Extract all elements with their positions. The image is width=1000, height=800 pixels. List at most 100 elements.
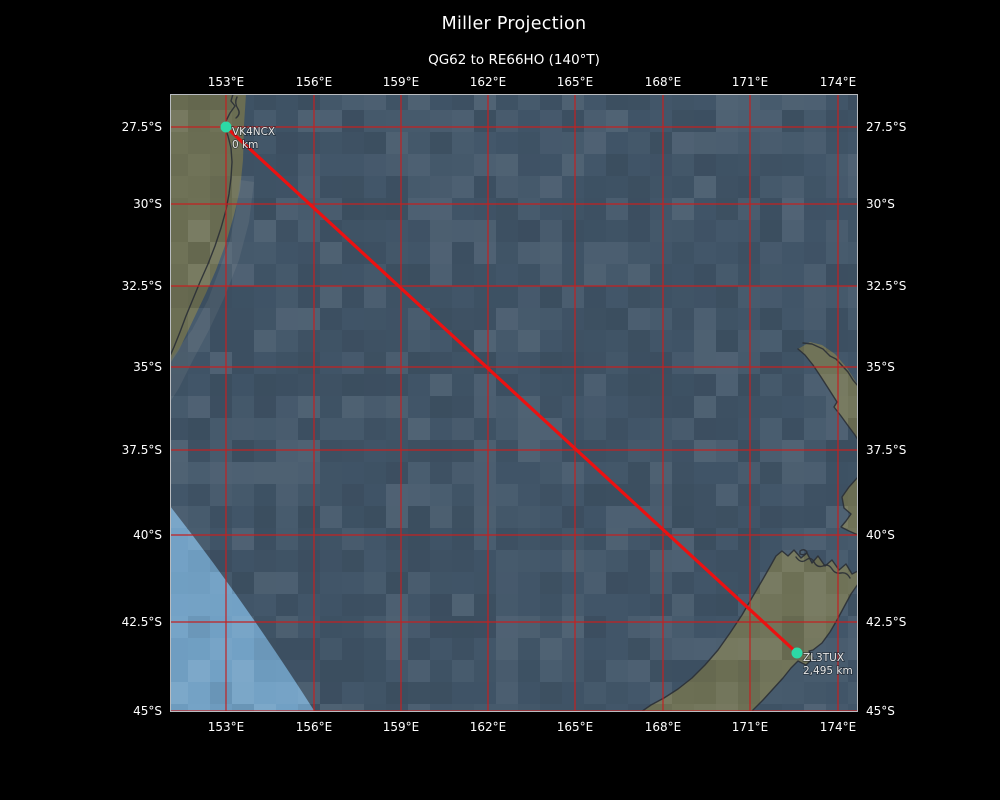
raster-block [430,638,452,660]
raster-block [342,352,364,374]
raster-block [826,528,848,550]
lat-tick-label-right: 40°S [866,528,895,542]
raster-block [386,176,408,198]
raster-block [716,484,738,506]
raster-block [474,440,496,462]
raster-block [694,110,716,132]
raster-block [276,638,298,660]
raster-block [628,440,650,462]
raster-block [408,198,430,220]
raster-block [606,220,628,242]
raster-block [804,110,826,132]
raster-block [584,286,606,308]
raster-block [430,506,452,528]
nz-northland-east-coastline [802,342,858,387]
raster-block [386,440,408,462]
raster-block [804,704,826,712]
raster-block [364,660,386,682]
raster-block [804,418,826,440]
raster-block [738,352,760,374]
raster-block [320,220,342,242]
raster-block [540,374,562,396]
raster-block [188,198,210,220]
raster-block [386,374,408,396]
raster-block [694,154,716,176]
raster-block [298,704,320,712]
raster-block [496,264,518,286]
raster-block [826,176,848,198]
raster-block [386,418,408,440]
raster-block [848,242,870,264]
raster-block [606,242,628,264]
raster-block [672,286,694,308]
raster-block [540,94,562,110]
raster-block [276,616,298,638]
raster-block [364,462,386,484]
raster-block [166,550,188,572]
raster-block [408,506,430,528]
raster-block [364,132,386,154]
raster-block [584,572,606,594]
raster-block [716,594,738,616]
raster-block [430,594,452,616]
raster-block [298,94,320,110]
raster-block [188,94,210,110]
raster-block [364,594,386,616]
raster-block [210,638,232,660]
raster-block [606,352,628,374]
raster-block [562,198,584,220]
raster-block [342,572,364,594]
lat-tick-label-right: 37.5°S [866,443,906,457]
raster-block [716,264,738,286]
raster-block [408,352,430,374]
raster-block [716,352,738,374]
lon-tick-label-bottom: 174°E [820,720,857,734]
raster-block [496,682,518,704]
raster-block [254,594,276,616]
raster-block [716,418,738,440]
raster-block [320,286,342,308]
raster-block [210,550,232,572]
raster-block [650,396,672,418]
raster-block [716,154,738,176]
raster-block [694,616,716,638]
raster-block [540,396,562,418]
raster-block [650,352,672,374]
raster-block [738,638,760,660]
raster-block [254,550,276,572]
raster-block [298,220,320,242]
raster-block [320,242,342,264]
raster-block [826,638,848,660]
raster-block [584,264,606,286]
raster-block [276,528,298,550]
raster-block [452,396,474,418]
lat-tick-label-right: 32.5°S [866,279,906,293]
raster-block [452,440,474,462]
raster-block [716,198,738,220]
raster-block [628,374,650,396]
raster-block [716,396,738,418]
raster-block [408,330,430,352]
raster-block [452,418,474,440]
raster-block [738,462,760,484]
raster-block [320,528,342,550]
raster-block [298,594,320,616]
raster-block [474,638,496,660]
raster-block [188,660,210,682]
raster-block [210,682,232,704]
raster-block [760,242,782,264]
raster-block [628,330,650,352]
raster-block [364,330,386,352]
raster-block [474,330,496,352]
raster-block [298,462,320,484]
raster-block [826,462,848,484]
raster-block [606,418,628,440]
raster-block [804,264,826,286]
raster-block [760,330,782,352]
raster-block [452,110,474,132]
raster-block [170,440,188,462]
lon-tick-label-top: 168°E [645,75,682,89]
raster-block [386,572,408,594]
raster-block [584,682,606,704]
raster-block [386,396,408,418]
